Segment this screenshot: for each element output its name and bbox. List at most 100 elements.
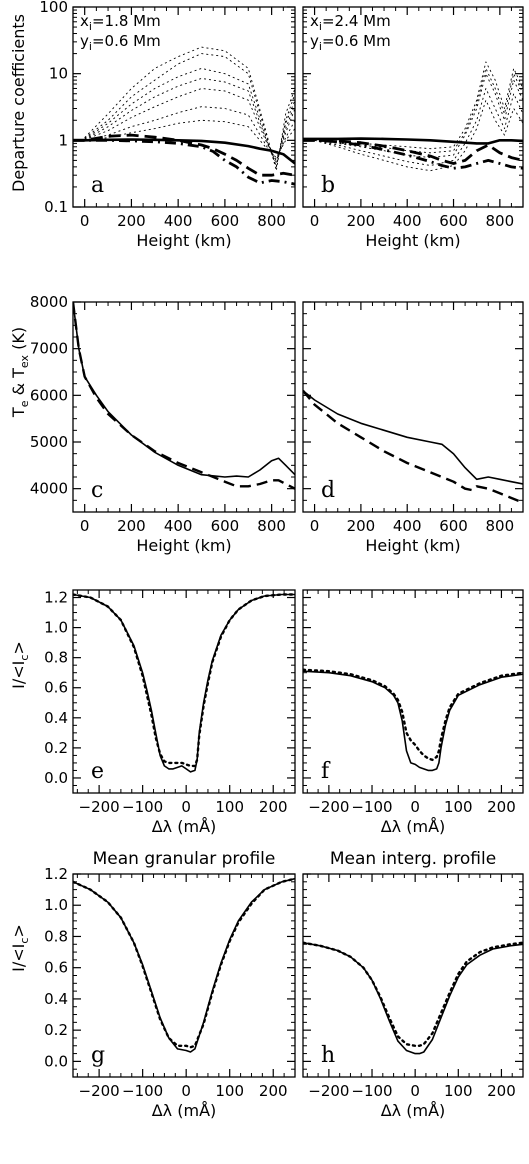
ytick-label-e: 1.0 bbox=[44, 619, 68, 637]
ytick-label-e: 0.4 bbox=[44, 709, 68, 727]
xlabel-e: Δλ (mÅ) bbox=[152, 817, 217, 836]
series-a-0-solid-thick bbox=[73, 138, 295, 165]
panel-c: 0 200 400 600 800 4000 5000 6000 7000 8000 Height … bbox=[30, 293, 296, 555]
series-f-1-dotted bbox=[303, 668, 523, 762]
series-f-0-solid bbox=[303, 670, 523, 772]
xtick-label-f: −100 bbox=[351, 798, 392, 816]
panel-frame-e bbox=[72, 589, 296, 794]
xtick-label-b: 200 bbox=[347, 212, 376, 230]
xtick-label-a: 0 bbox=[80, 212, 90, 230]
xtick-label-h: −200 bbox=[308, 1082, 349, 1100]
annotation-x-b: xi=2.4 Mm bbox=[310, 12, 391, 33]
xlabel-f: Δλ (mÅ) bbox=[381, 817, 446, 836]
panel-f: −200 −100 0 100 200 Δλ (mÅ) f bbox=[302, 589, 524, 836]
panel-g: Mean granular profile −200 −100 0 100 200 0.0 0… bbox=[44, 849, 296, 1120]
xtick-label-e: 0 bbox=[181, 798, 191, 816]
panel-e: −200 −100 0 100 200 0.0 0.2 0.4 0.6 0.8 1.0 1.2 Δλ (… bbox=[44, 589, 296, 836]
series-b-1-dash-thick bbox=[303, 138, 523, 165]
panel-letter-c: c bbox=[91, 478, 103, 503]
series-b-2-dashdot-thick bbox=[303, 138, 523, 170]
xtick-label-a: 200 bbox=[117, 212, 146, 230]
ytick-label-a: 100 bbox=[39, 0, 68, 16]
series-group-c bbox=[73, 302, 295, 490]
xtick-label-d: 0 bbox=[310, 517, 320, 535]
series-group-b bbox=[303, 61, 523, 172]
ytick-label-g: 1.2 bbox=[44, 865, 68, 883]
ytick-label-a: 10 bbox=[49, 65, 68, 83]
xtick-label-f: 100 bbox=[444, 798, 473, 816]
ytick-label-g: 0.6 bbox=[44, 959, 68, 977]
ytick-label-c: 4000 bbox=[30, 480, 68, 498]
xtick-label-e: −100 bbox=[122, 798, 163, 816]
series-c-0-solid bbox=[73, 302, 295, 478]
series-a-6-dotted bbox=[84, 106, 295, 161]
ytick-label-e: 0.6 bbox=[44, 679, 68, 697]
ytick-label-a: 1 bbox=[58, 131, 68, 149]
xtick-label-d: 200 bbox=[347, 517, 376, 535]
ytick-label-c: 6000 bbox=[30, 386, 68, 404]
panel-letter-h: h bbox=[321, 1043, 335, 1068]
xtick-label-g: 100 bbox=[215, 1082, 244, 1100]
xtick-label-a: 600 bbox=[211, 212, 240, 230]
series-a-8-dotted bbox=[84, 53, 295, 168]
xtick-label-d: 600 bbox=[439, 517, 468, 535]
xtick-label-d: 800 bbox=[486, 517, 515, 535]
ytick-label-g: 0.8 bbox=[44, 927, 68, 945]
xlabel-h: Δλ (mÅ) bbox=[381, 1101, 446, 1120]
xtick-label-e: 200 bbox=[259, 798, 288, 816]
xtick-label-e: 100 bbox=[215, 798, 244, 816]
ylabel-departure: Departure coefficients bbox=[9, 14, 28, 192]
series-d-1-dash bbox=[303, 389, 523, 504]
series-group-h bbox=[303, 941, 523, 1055]
xtick-label-b: 0 bbox=[310, 212, 320, 230]
panel-frame-c bbox=[72, 301, 296, 513]
xtick-label-c: 200 bbox=[117, 517, 146, 535]
panel-letter-f: f bbox=[321, 759, 331, 784]
series-g-0-solid bbox=[73, 877, 295, 1053]
series-e-0-solid bbox=[73, 593, 295, 773]
panel-letter-e: e bbox=[91, 759, 104, 784]
xtick-label-f: 0 bbox=[410, 798, 420, 816]
series-a-2-dashdot-thick bbox=[73, 138, 295, 186]
ytick-label-c: 7000 bbox=[30, 340, 68, 358]
panel-frame-f bbox=[302, 589, 524, 794]
panel-letter-g: g bbox=[91, 1043, 105, 1068]
ytick-label-e: 0.8 bbox=[44, 649, 68, 667]
ytick-label-g: 0.4 bbox=[44, 990, 68, 1008]
xtick-label-b: 600 bbox=[439, 212, 468, 230]
series-group-e bbox=[73, 593, 295, 773]
xlabel-b: Height (km) bbox=[365, 231, 460, 250]
xlabel-a: Height (km) bbox=[136, 231, 231, 250]
series-d-0-solid bbox=[303, 390, 523, 485]
panel-h: Mean interg. profile −200 −100 0 100 200 Δλ (m… bbox=[302, 849, 524, 1120]
panel-a: 0 200 400 600 800 0.1 1 10 100 Height (km) a xi=1.8… bbox=[39, 0, 296, 250]
ytick-label-a: 0.1 bbox=[44, 198, 68, 216]
ytick-label-g: 0.2 bbox=[44, 1021, 68, 1039]
y-axis-labels: Departure coefficients Te & Tex (K) I/<I… bbox=[9, 14, 31, 972]
xtick-label-b: 800 bbox=[486, 212, 515, 230]
ylabel-intensity-row3: I/<Ic> bbox=[9, 641, 31, 689]
series-e-1-dotted bbox=[73, 593, 295, 768]
panel-frame-g bbox=[72, 873, 296, 1078]
series-b-0-solid-thick bbox=[303, 137, 523, 145]
series-c-1-dash bbox=[73, 302, 295, 490]
xtick-label-g: −200 bbox=[79, 1082, 120, 1100]
xtick-label-h: 0 bbox=[410, 1082, 420, 1100]
xtick-label-h: 100 bbox=[444, 1082, 473, 1100]
series-b-5-dotted bbox=[314, 88, 523, 166]
ytick-label-c: 5000 bbox=[30, 433, 68, 451]
series-a-3-dotted bbox=[84, 46, 295, 172]
panel-frame-d bbox=[302, 301, 524, 513]
xtick-label-g: 0 bbox=[181, 1082, 191, 1100]
ylabel-temperature: Te & Tex (K) bbox=[9, 327, 31, 418]
xlabel-c: Height (km) bbox=[136, 536, 231, 555]
xtick-label-c: 600 bbox=[211, 517, 240, 535]
annotation-y-b: yi=0.6 Mm bbox=[310, 32, 391, 53]
ytick-label-e: 0.2 bbox=[44, 739, 68, 757]
xtick-label-f: 200 bbox=[487, 798, 516, 816]
xtick-label-a: 400 bbox=[164, 212, 193, 230]
xtick-label-g: 200 bbox=[259, 1082, 288, 1100]
xlabel-g: Δλ (mÅ) bbox=[152, 1101, 217, 1120]
series-group-f bbox=[303, 668, 523, 772]
